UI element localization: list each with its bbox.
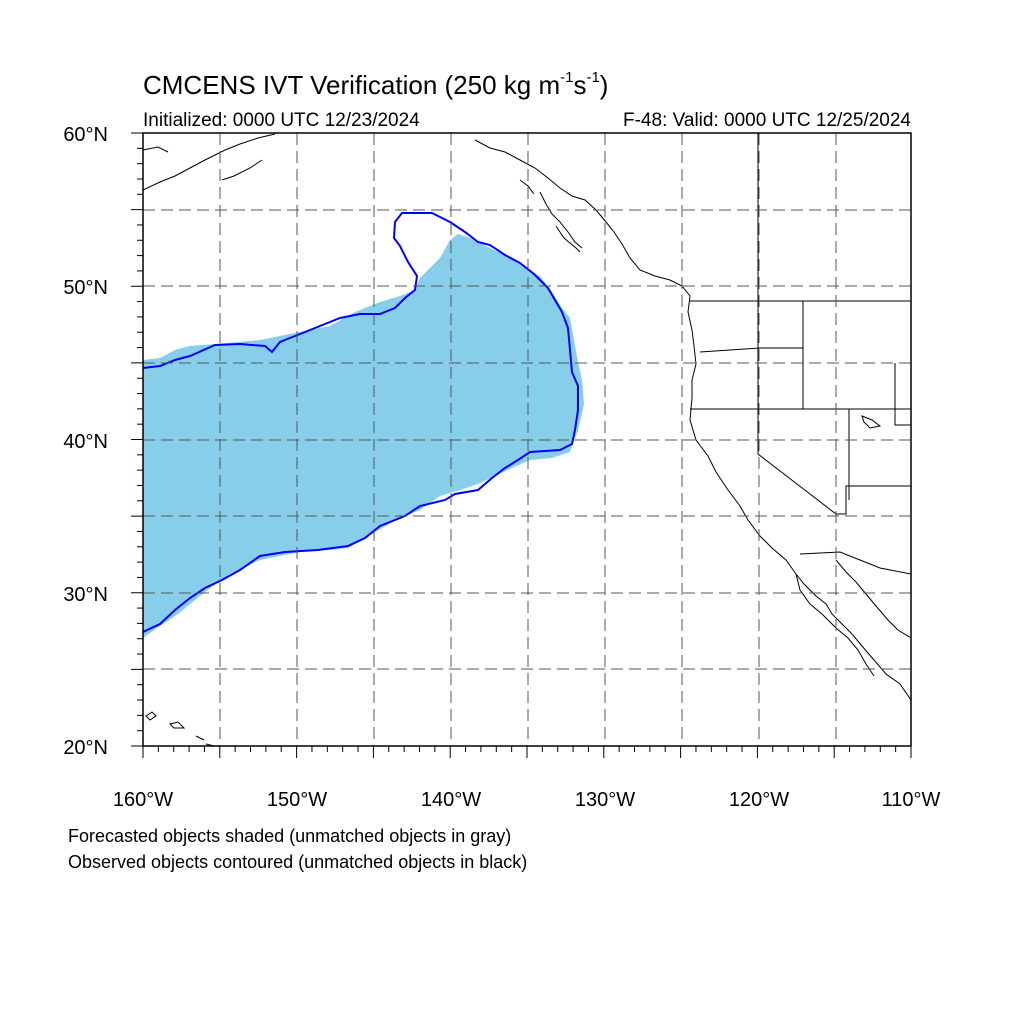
title-text-after: )	[599, 70, 609, 100]
lon-label-160w: 160°W	[113, 789, 173, 811]
border-state-lines	[690, 133, 911, 515]
longitude-labels: 160°W 150°W 140°W 130°W 120°W 110°W	[113, 789, 941, 811]
coastline-alaska	[143, 133, 276, 191]
lat-label-60n: 60°N	[63, 124, 108, 146]
observed-note: Observed objects contoured (unmatched ob…	[68, 852, 528, 872]
title-text-mid: s	[573, 70, 587, 100]
coastline-layer	[143, 133, 911, 746]
lat-label-30n: 30°N	[63, 584, 108, 606]
lake-shape	[861, 415, 882, 429]
observed-object-layer	[143, 212, 579, 633]
lon-label-120w: 120°W	[729, 789, 789, 811]
observed-object-contour	[143, 212, 579, 633]
gulf-of-california	[835, 559, 911, 639]
lat-label-20n: 20°N	[63, 737, 108, 759]
forecast-object-shading	[143, 234, 584, 638]
map-title: CMCENS IVT Verification (250 kg m-1s-1)	[143, 69, 609, 101]
border-us-mexico	[799, 551, 911, 575]
title-superscript-2: -1	[586, 69, 600, 87]
graticule	[143, 133, 911, 746]
coastline-north-america	[474, 139, 911, 701]
lon-label-130w: 130°W	[575, 789, 635, 811]
lat-label-50n: 50°N	[63, 277, 108, 299]
coastline-bc-islands	[519, 179, 583, 253]
axis-ticks	[131, 132, 912, 758]
valid-time: F-48: Valid: 0000 UTC 12/25/2024	[623, 110, 911, 131]
latitude-labels: 20°N 30°N 40°N 50°N 60°N	[63, 124, 108, 759]
initialized-time: Initialized: 0000 UTC 12/23/2024	[143, 110, 420, 131]
lon-label-110w: 110°W	[882, 789, 941, 811]
title-text-before: CMCENS IVT Verification (250 kg m	[143, 70, 561, 100]
forecast-object-layer	[143, 234, 584, 638]
hawaii-islands	[145, 711, 215, 746]
forecast-note: Forecasted objects shaded (unmatched obj…	[68, 826, 512, 846]
lon-label-150w: 150°W	[267, 789, 327, 811]
lon-label-140w: 140°W	[421, 789, 481, 811]
title-superscript-1: -1	[560, 69, 574, 87]
lat-label-40n: 40°N	[63, 431, 108, 453]
